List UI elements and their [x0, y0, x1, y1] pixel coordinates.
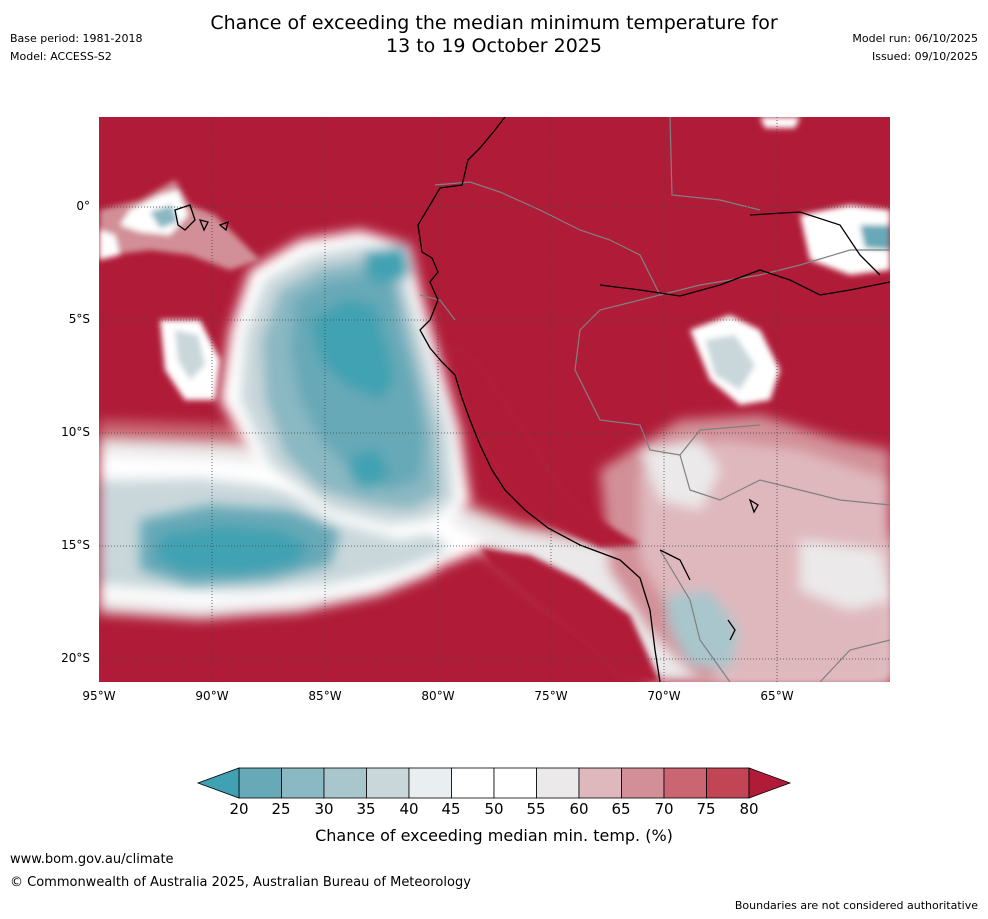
field-peru-coast	[445, 340, 660, 682]
cb-tick-25: 25	[271, 800, 291, 818]
colorbar-swatch-20_25	[238, 767, 282, 799]
lat-label-20s: 20°S	[61, 651, 90, 665]
colorbar-swatch-30_35	[323, 767, 367, 799]
field-small-patches	[99, 117, 890, 405]
lon-label-90w: 90°W	[195, 689, 229, 703]
colorbar-swatch-40_45	[408, 767, 452, 799]
colorbar-swatch-35_40	[366, 767, 410, 799]
colorbar-label: Chance of exceeding median min. temp. (%…	[315, 826, 673, 845]
model-text: Model: ACCESS-S2	[10, 50, 112, 63]
field-southeast	[600, 415, 890, 682]
title-line-2: 13 to 19 October 2025	[386, 35, 602, 57]
colorbar-swatch-75_80	[706, 767, 750, 799]
colorbar-swatch-50_55	[493, 767, 537, 799]
cb-tick-70: 70	[654, 800, 674, 818]
lon-label-80w: 80°W	[421, 689, 455, 703]
lat-label-5s: 5°S	[68, 312, 90, 326]
field-blue-tongue	[140, 230, 470, 585]
colorbar-swatch-70_75	[663, 767, 707, 799]
cb-tick-65: 65	[611, 800, 631, 818]
graticule	[99, 117, 890, 682]
meta-left: Base period: 1981-2018 Model: ACCESS-S2	[10, 30, 142, 66]
cb-tick-50: 50	[484, 800, 504, 818]
colorbar-extend-low	[196, 767, 240, 799]
cb-tick-20: 20	[229, 800, 249, 818]
colorbar-swatch-45_50	[451, 767, 495, 799]
lat-label-10s: 10°S	[61, 425, 90, 439]
cb-tick-40: 40	[399, 800, 419, 818]
country-borders	[419, 117, 890, 682]
cb-tick-80: 80	[739, 800, 759, 818]
colorbar-swatch-65_70	[621, 767, 665, 799]
lon-label-85w: 85°W	[308, 689, 342, 703]
cb-tick-45: 45	[441, 800, 461, 818]
lon-label-95w: 95°W	[82, 689, 116, 703]
model-run-text: Model run: 06/10/2025	[852, 32, 978, 45]
cb-tick-60: 60	[569, 800, 589, 818]
probability-field	[99, 117, 890, 682]
cb-tick-75: 75	[696, 800, 716, 818]
lon-label-65w: 65°W	[760, 689, 794, 703]
chart-title: Chance of exceeding the median minimum t…	[0, 12, 988, 58]
cb-tick-35: 35	[356, 800, 376, 818]
coastline	[174, 117, 890, 682]
colorbar-extend-high	[748, 767, 792, 799]
lon-label-75w: 75°W	[534, 689, 568, 703]
base-period-text: Base period: 1981-2018	[10, 32, 143, 45]
issued-text: Issued: 09/10/2025	[871, 50, 978, 63]
footer-url: www.bom.gov.au/climate	[10, 852, 174, 867]
meta-right: Model run: 06/10/2025 Issued: 09/10/2025	[852, 30, 978, 66]
colorbar-swatch-25_30	[281, 767, 325, 799]
lon-label-70w: 70°W	[647, 689, 681, 703]
colorbar	[196, 767, 792, 799]
cb-tick-30: 30	[314, 800, 334, 818]
lat-label-0: 0°	[76, 199, 90, 213]
cb-tick-55: 55	[526, 800, 546, 818]
footer-copyright: © Commonwealth of Australia 2025, Austra…	[10, 875, 471, 890]
colorbar-swatch-55_60	[536, 767, 580, 799]
lat-label-15s: 15°S	[61, 538, 90, 552]
colorbar-swatch-60_65	[578, 767, 622, 799]
title-line-1: Chance of exceeding the median minimum t…	[210, 12, 778, 34]
footer-note: Boundaries are not considered authoritat…	[734, 899, 978, 912]
